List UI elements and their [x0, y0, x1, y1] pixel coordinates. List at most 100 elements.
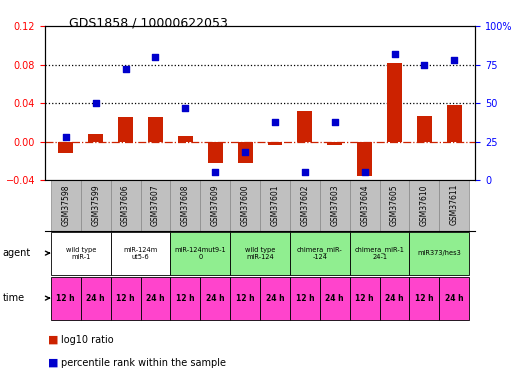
Text: agent: agent	[3, 248, 31, 258]
Bar	[81, 276, 111, 320]
Bar	[290, 276, 320, 320]
Text: GSM37598: GSM37598	[61, 184, 70, 225]
Point	[62, 134, 70, 140]
Text: time: time	[3, 293, 25, 303]
Bar	[380, 276, 409, 320]
Bar	[171, 180, 200, 231]
Point	[211, 170, 220, 176]
Text: log10 ratio: log10 ratio	[61, 335, 114, 345]
Bar	[118, 117, 133, 142]
Point	[91, 100, 100, 106]
Bar	[268, 142, 282, 146]
Bar	[140, 180, 171, 231]
Bar	[260, 180, 290, 231]
Text: 24 h: 24 h	[445, 294, 464, 303]
Bar	[320, 276, 350, 320]
Bar	[387, 63, 402, 142]
Point	[390, 51, 399, 57]
Text: GSM37609: GSM37609	[211, 184, 220, 226]
Bar	[260, 276, 290, 320]
Text: GSM37603: GSM37603	[330, 184, 340, 226]
Bar	[439, 276, 469, 320]
Text: miR-124mut9-1
0: miR-124mut9-1 0	[174, 247, 226, 259]
Bar	[439, 180, 469, 231]
Bar	[357, 142, 372, 176]
Text: GSM37604: GSM37604	[360, 184, 369, 226]
Text: 12 h: 12 h	[236, 294, 254, 303]
Text: wild type
miR-1: wild type miR-1	[65, 247, 96, 259]
Text: ■: ■	[48, 357, 58, 368]
Bar	[171, 231, 230, 275]
Text: miR-124m
ut5-6: miR-124m ut5-6	[124, 247, 158, 259]
Point	[151, 54, 159, 60]
Bar	[111, 276, 140, 320]
Bar	[350, 276, 380, 320]
Bar	[200, 276, 230, 320]
Bar	[51, 180, 81, 231]
Point	[121, 66, 130, 72]
Text: wild type
miR-124: wild type miR-124	[245, 247, 275, 259]
Bar	[409, 231, 469, 275]
Text: chimera_miR-1
24-1: chimera_miR-1 24-1	[355, 246, 404, 260]
Text: 24 h: 24 h	[146, 294, 165, 303]
Point	[420, 62, 429, 68]
Text: 24 h: 24 h	[325, 294, 344, 303]
Point	[450, 57, 458, 63]
Bar	[178, 136, 193, 142]
Text: GDS1858 / 10000622053: GDS1858 / 10000622053	[69, 17, 228, 30]
Point	[300, 170, 309, 176]
Text: GSM37601: GSM37601	[270, 184, 279, 225]
Text: 12 h: 12 h	[355, 294, 374, 303]
Bar	[81, 180, 111, 231]
Text: percentile rank within the sample: percentile rank within the sample	[61, 357, 226, 368]
Bar	[171, 276, 200, 320]
Text: miR373/hes3: miR373/hes3	[418, 250, 461, 256]
Text: GSM37610: GSM37610	[420, 184, 429, 225]
Bar	[208, 142, 223, 163]
Point	[181, 105, 190, 111]
Bar	[290, 231, 350, 275]
Text: 24 h: 24 h	[385, 294, 404, 303]
Text: 12 h: 12 h	[296, 294, 314, 303]
Text: GSM37611: GSM37611	[450, 184, 459, 225]
Text: 24 h: 24 h	[206, 294, 224, 303]
Text: GSM37608: GSM37608	[181, 184, 190, 225]
Bar	[290, 180, 320, 231]
Bar	[238, 142, 252, 163]
Text: GSM37602: GSM37602	[300, 184, 309, 225]
Bar	[409, 276, 439, 320]
Text: 24 h: 24 h	[266, 294, 284, 303]
Bar	[230, 276, 260, 320]
Bar	[447, 105, 462, 142]
Bar	[350, 231, 409, 275]
Bar	[320, 180, 350, 231]
Bar	[51, 276, 81, 320]
Text: chimera_miR-
-124: chimera_miR- -124	[297, 246, 343, 260]
Bar	[200, 180, 230, 231]
Text: GSM37600: GSM37600	[241, 184, 250, 226]
Bar	[409, 180, 439, 231]
Text: 24 h: 24 h	[87, 294, 105, 303]
Bar	[88, 134, 103, 142]
Bar	[417, 116, 432, 142]
Point	[241, 149, 249, 155]
Text: 12 h: 12 h	[176, 294, 195, 303]
Point	[271, 118, 279, 124]
Bar	[111, 231, 171, 275]
Text: GSM37607: GSM37607	[151, 184, 160, 226]
Text: GSM37599: GSM37599	[91, 184, 100, 226]
Text: 12 h: 12 h	[415, 294, 433, 303]
Bar	[350, 180, 380, 231]
Bar	[148, 117, 163, 142]
Bar	[58, 142, 73, 153]
Point	[361, 170, 369, 176]
Text: GSM37605: GSM37605	[390, 184, 399, 226]
Bar	[297, 111, 313, 142]
Bar	[380, 180, 409, 231]
Bar	[140, 276, 171, 320]
Bar	[230, 231, 290, 275]
Point	[331, 118, 339, 124]
Text: 12 h: 12 h	[56, 294, 75, 303]
Text: ■: ■	[48, 335, 58, 345]
Text: GSM37606: GSM37606	[121, 184, 130, 226]
